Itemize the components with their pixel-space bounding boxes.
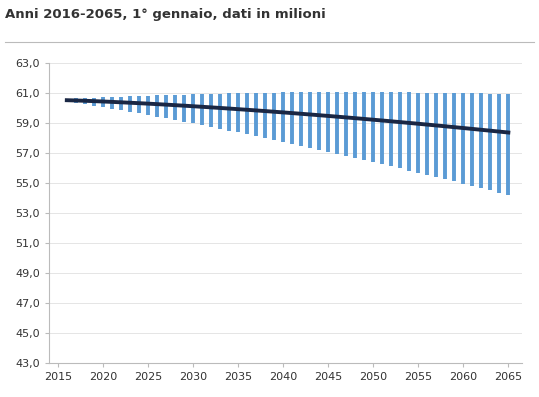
Text: Anni 2016-2065, 1° gennaio, dati in milioni: Anni 2016-2065, 1° gennaio, dati in mili… (5, 8, 326, 21)
